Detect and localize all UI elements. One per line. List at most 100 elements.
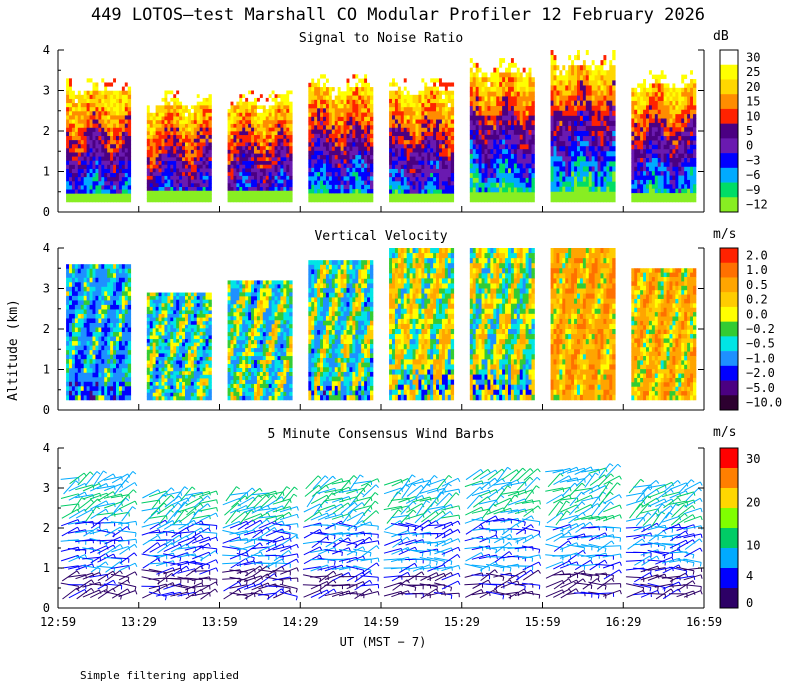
heat-cell xyxy=(265,131,270,136)
heat-cell xyxy=(553,146,557,152)
heat-cell xyxy=(127,164,132,170)
heat-cell xyxy=(265,120,270,125)
heat-cell xyxy=(427,152,431,157)
heat-cell xyxy=(594,136,598,142)
heat-cell xyxy=(152,94,157,99)
heat-cell xyxy=(95,193,99,199)
heat-cell xyxy=(597,176,601,183)
heat-cell xyxy=(331,87,336,92)
heat-cell xyxy=(640,92,644,97)
heat-cell xyxy=(110,177,114,182)
heat-cell xyxy=(441,181,446,186)
heat-cell xyxy=(502,67,506,73)
heat-cell xyxy=(436,90,440,96)
heat-cell xyxy=(280,101,284,106)
heat-cell xyxy=(308,95,312,101)
heat-cell xyxy=(571,80,575,86)
heat-cell xyxy=(660,149,665,155)
heat-cell xyxy=(83,90,88,96)
heat-cell xyxy=(438,156,443,162)
heat-cell xyxy=(89,181,93,186)
heat-cell xyxy=(603,186,607,193)
heat-cell xyxy=(121,115,126,120)
heat-cell xyxy=(472,158,477,164)
heat-cell xyxy=(242,157,246,162)
heat-cell xyxy=(550,65,554,71)
heat-cell xyxy=(469,197,474,203)
heat-cell xyxy=(208,172,212,177)
heat-cell xyxy=(502,58,506,64)
heat-cell xyxy=(127,86,132,92)
heat-cell xyxy=(89,189,93,195)
heat-cell xyxy=(389,136,393,141)
heat-cell xyxy=(663,162,667,168)
heat-cell xyxy=(121,177,126,182)
heat-cell xyxy=(472,192,477,198)
heat-cell xyxy=(415,148,419,153)
heat-cell xyxy=(556,90,560,96)
heat-cell xyxy=(146,175,151,180)
heat-cell xyxy=(447,148,452,153)
heat-cell xyxy=(248,90,252,95)
heat-cell xyxy=(233,120,237,125)
heat-cell xyxy=(328,104,333,109)
heat-cell xyxy=(481,115,485,121)
heat-cell xyxy=(441,127,446,133)
heat-cell xyxy=(657,109,662,115)
heat-cell xyxy=(254,164,258,169)
heat-cell xyxy=(149,164,154,169)
heat-cell xyxy=(660,74,665,80)
heat-cell xyxy=(657,184,662,190)
heat-cell xyxy=(430,86,434,92)
heat-cell xyxy=(643,87,647,93)
heat-cell xyxy=(259,168,264,173)
heat-cell xyxy=(182,120,186,125)
heat-cell xyxy=(415,123,419,129)
heat-cell xyxy=(556,100,560,107)
heat-cell xyxy=(248,131,252,136)
heat-cell xyxy=(95,103,99,108)
heat-cell xyxy=(579,151,584,157)
heat-cell xyxy=(251,175,255,180)
heat-cell xyxy=(349,197,353,203)
heat-cell xyxy=(83,152,88,157)
heat-cell xyxy=(571,70,575,76)
heat-cell xyxy=(352,155,356,160)
heat-cell xyxy=(403,189,408,195)
heat-cell xyxy=(101,160,105,166)
heat-cell xyxy=(205,135,209,140)
heat-cell xyxy=(364,180,368,186)
heat-cell xyxy=(277,90,281,95)
heat-cell xyxy=(490,120,494,126)
heat-cell xyxy=(519,106,524,112)
heat-cell xyxy=(337,189,342,194)
heat-cell xyxy=(600,80,604,86)
heat-cell xyxy=(550,55,554,61)
heat-cell xyxy=(490,182,494,188)
heat-cell xyxy=(69,164,73,170)
heat-cell xyxy=(124,115,129,120)
heat-cell xyxy=(519,125,524,131)
heat-cell xyxy=(152,138,157,143)
heat-cell xyxy=(340,87,344,92)
heat-cell xyxy=(484,91,488,97)
heat-cell xyxy=(441,90,446,96)
heat-cell xyxy=(164,149,168,155)
heat-cell xyxy=(585,191,590,198)
heat-cell xyxy=(323,87,327,92)
heat-cell xyxy=(236,198,240,203)
heat-cell xyxy=(559,136,563,142)
heat-cell xyxy=(311,159,315,164)
heat-cell xyxy=(397,164,402,170)
heat-cell xyxy=(233,168,237,173)
heat-cell xyxy=(447,156,452,162)
heat-cell xyxy=(392,103,396,108)
heat-cell xyxy=(245,101,249,106)
heat-cell xyxy=(499,177,503,184)
heat-cell xyxy=(205,179,209,184)
heat-cell xyxy=(577,146,581,152)
heat-cell xyxy=(478,187,482,193)
heat-cell xyxy=(202,179,206,184)
heat-cell xyxy=(469,62,474,69)
heat-cell xyxy=(202,175,206,180)
